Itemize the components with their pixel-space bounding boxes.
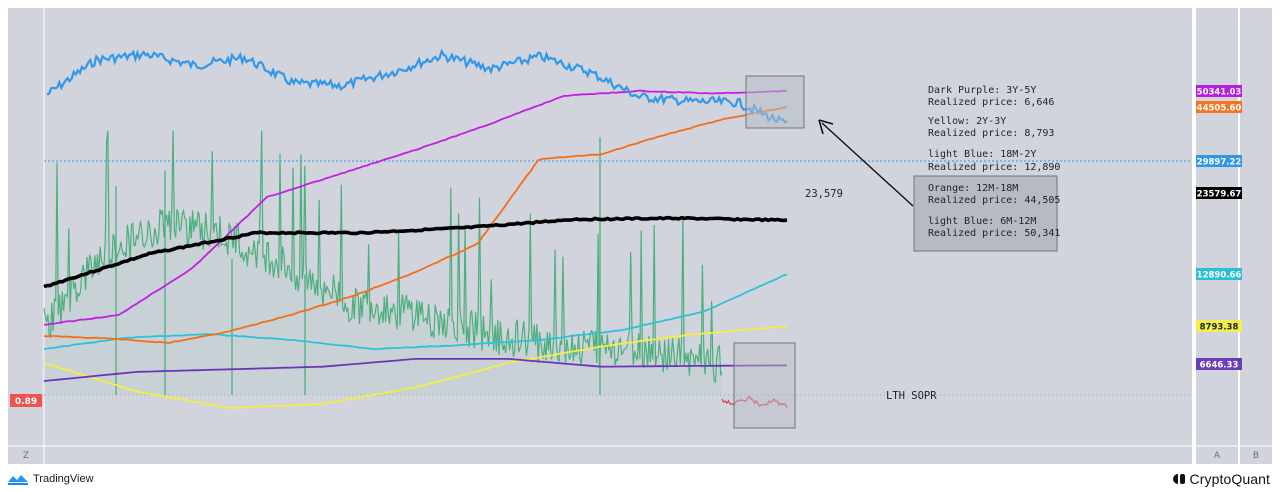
price-badge-label: 50341.03 <box>1197 88 1242 98</box>
price-axis-badges: 50341.03 44505.60 29897.22 23579.67 12890.66… <box>1196 85 1242 371</box>
legend-line: Realized price: 6,646 <box>928 97 1054 108</box>
series-lth-sopr-recent[interactable] <box>721 396 788 408</box>
price-badge-dark-purple <box>1196 85 1242 97</box>
price-badge-btc-price <box>1196 155 1242 167</box>
price-badge-label: 12890.66 <box>1197 271 1242 281</box>
price-badge-purple <box>1196 358 1242 370</box>
price-scale-a-label[interactable]: A <box>1214 451 1221 461</box>
left-corner-label[interactable]: Z <box>23 451 29 461</box>
legend-line: Realized price: 50,341 <box>928 228 1060 239</box>
legend-upper-text: Dark Purple: 3Y-5Y Realized price: 6,646… <box>928 85 1060 173</box>
legend-line: light Blue: 6M-12M <box>928 216 1036 227</box>
price-badge-label: 29897.22 <box>1197 158 1242 168</box>
annotation-arrow-line <box>821 122 914 207</box>
lth-sopr-label: LTH SOPR <box>886 390 937 402</box>
secondary-scale-panel[interactable] <box>1240 8 1272 464</box>
series-magenta-realized[interactable] <box>43 89 788 326</box>
legend-line: light Blue: 18M-2Y <box>928 149 1036 160</box>
tradingview-brand[interactable]: TradingView <box>8 471 94 487</box>
price-badge-label: 44505.60 <box>1197 104 1242 114</box>
price-badge-realized-price <box>1196 187 1242 199</box>
price-scale-b-label[interactable]: B <box>1253 451 1259 461</box>
sopr-value-badge-text: 0.89 <box>15 397 37 407</box>
series-lth-sopr[interactable] <box>43 130 723 384</box>
series-yellow-2y-3y[interactable] <box>43 325 788 409</box>
annotation-arrow-head <box>818 119 834 135</box>
highlight-box-lower <box>733 342 796 429</box>
price-scale-panel[interactable] <box>1196 8 1238 464</box>
legend-box <box>913 175 1058 252</box>
legend-line: Dark Purple: 3Y-5Y <box>928 85 1036 96</box>
legend-line: Realized price: 12,890 <box>928 162 1060 173</box>
sopr-value-badge <box>10 394 42 407</box>
realized-price-value-label: 23,579 <box>805 188 843 200</box>
series-light-blue-6m-12m[interactable] <box>43 273 788 351</box>
legend-box-text: Orange: 12M-18M Realized price: 44,505 l… <box>928 183 1060 239</box>
price-badge-yellow <box>1196 320 1242 332</box>
legend-line: Realized price: 44,505 <box>928 195 1060 206</box>
price-badge-label: 23579.67 <box>1197 190 1242 200</box>
series-orange-12m-18m[interactable] <box>43 106 788 344</box>
price-badge-label: 8793.38 <box>1200 323 1239 333</box>
price-badge-light-blue <box>1196 268 1242 280</box>
price-badge-orange <box>1196 101 1242 113</box>
series-dark-purple-3y-5y[interactable] <box>43 358 787 382</box>
legend-line: Orange: 12M-18M <box>928 183 1018 194</box>
tradingview-logo-icon <box>8 475 28 485</box>
sopr-area <box>44 130 722 396</box>
highlight-box-upper <box>745 75 805 129</box>
cryptoquant-logo-icon <box>1172 474 1185 484</box>
legend-line: Yellow: 2Y-3Y <box>928 116 1006 127</box>
cryptoquant-brand[interactable]: CryptoQuant <box>1172 470 1270 488</box>
legend-line: Realized price: 8,793 <box>928 128 1054 139</box>
cryptoquant-brand-label: CryptoQuant <box>1189 471 1270 487</box>
series-realized-price[interactable] <box>43 215 788 289</box>
price-badge-label: 6646.33 <box>1200 361 1239 371</box>
series-btc-price[interactable] <box>46 48 788 124</box>
tradingview-brand-label: TradingView <box>33 473 94 485</box>
